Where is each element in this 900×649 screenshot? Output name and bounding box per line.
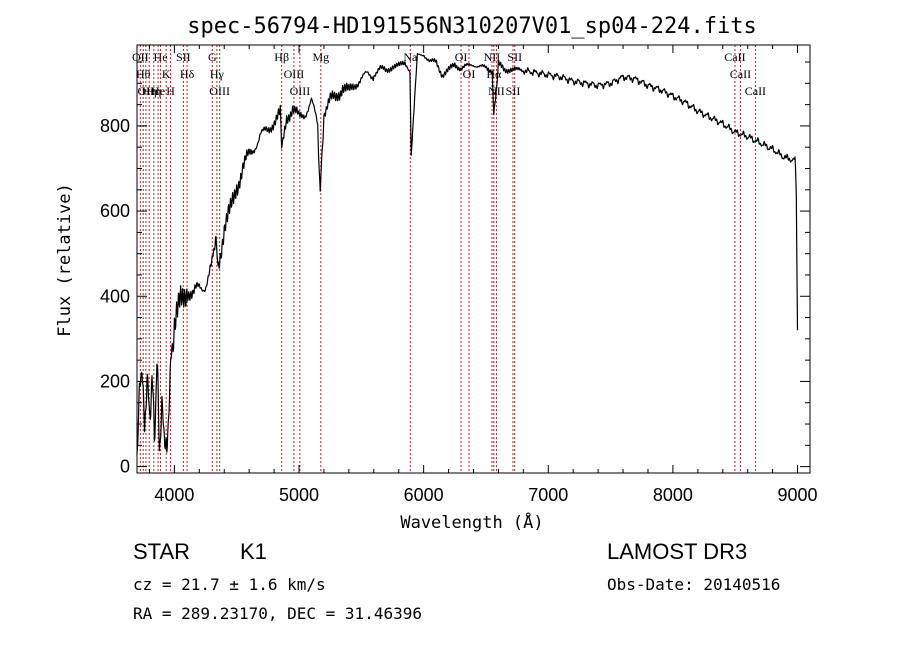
spectral-line-label: Hβ <box>274 50 289 64</box>
x-tick-label: 6000 <box>404 485 444 505</box>
obs-date: Obs-Date: 20140516 <box>607 575 780 594</box>
spectral-line-label: CaII <box>730 67 751 81</box>
spectral-line-label: OI <box>463 67 476 81</box>
spectral-line-label: He <box>154 50 168 64</box>
y-tick-label: 200 <box>100 371 130 391</box>
spectral-line-label: OII <box>132 50 149 64</box>
spectral-line-label: Hη <box>142 84 157 98</box>
survey-name: LAMOST DR3 <box>607 539 747 564</box>
spectral-line-label: Mg <box>312 50 329 64</box>
y-axis-label: Flux (relative) <box>55 183 75 337</box>
spectral-line-label: Hη <box>146 84 161 98</box>
spectral-line-label: OI <box>455 50 468 64</box>
line-labels: OIIHθOIIHηHηHeHeKHSIIHδGHγOIIIHβOIIIOIII… <box>132 50 766 98</box>
spectral-line-label: OIII <box>209 84 230 98</box>
y-tick-label: 400 <box>100 286 130 306</box>
spectral-line-label: OIII <box>290 84 311 98</box>
redshift-text: cz = 21.7 ± 1.6 km/s <box>133 575 326 594</box>
spectral-line-label: OII <box>138 84 155 98</box>
object-subclass: K1 <box>240 539 267 564</box>
spectrum-line <box>136 52 799 455</box>
plot-frame <box>136 44 811 474</box>
x-tick-label: 9000 <box>778 485 818 505</box>
y-tick-label: 0 <box>120 457 130 477</box>
spectral-line-label: CaII <box>745 84 766 98</box>
spectral-lines <box>139 45 756 473</box>
x-tick-label: 8000 <box>653 485 693 505</box>
spectral-line-label: G <box>208 50 217 64</box>
x-tick-label: 5000 <box>279 485 319 505</box>
object-class: STAR <box>133 539 190 564</box>
spectral-line-label: NII <box>484 50 501 64</box>
x-tick-label: 7000 <box>528 485 568 505</box>
spectral-line-label: H <box>166 84 175 98</box>
spectral-line-label: OIII <box>284 67 305 81</box>
spectral-line-label: K <box>162 67 171 81</box>
y-tick-label: 600 <box>100 201 130 221</box>
x-axis-label: Wavelength (Å) <box>400 511 543 533</box>
chart-title: spec-56794-HD191556N310207V01_sp04-224.f… <box>187 14 757 39</box>
axis-ticks: 4000 5000 6000 7000 8000 9000 0 200 400 600 800 <box>100 45 818 505</box>
spectral-line-label: SII <box>507 50 522 64</box>
x-tick-label: 4000 <box>154 485 194 505</box>
y-tick-label: 800 <box>100 116 130 136</box>
spectral-line-label: SII <box>176 50 191 64</box>
spectral-line-label: SII <box>506 84 521 98</box>
spectral-line-label: Hδ <box>180 67 195 81</box>
coordinates: RA = 289.23170, DEC = 31.46396 <box>133 604 422 623</box>
spectral-line-label: Na <box>403 50 418 64</box>
spectral-line-label: Hθ <box>136 67 151 81</box>
spectral-line-label: He <box>151 84 165 98</box>
spectral-line-label: Hγ <box>210 67 225 81</box>
spectral-line-label: CaII <box>724 50 745 64</box>
